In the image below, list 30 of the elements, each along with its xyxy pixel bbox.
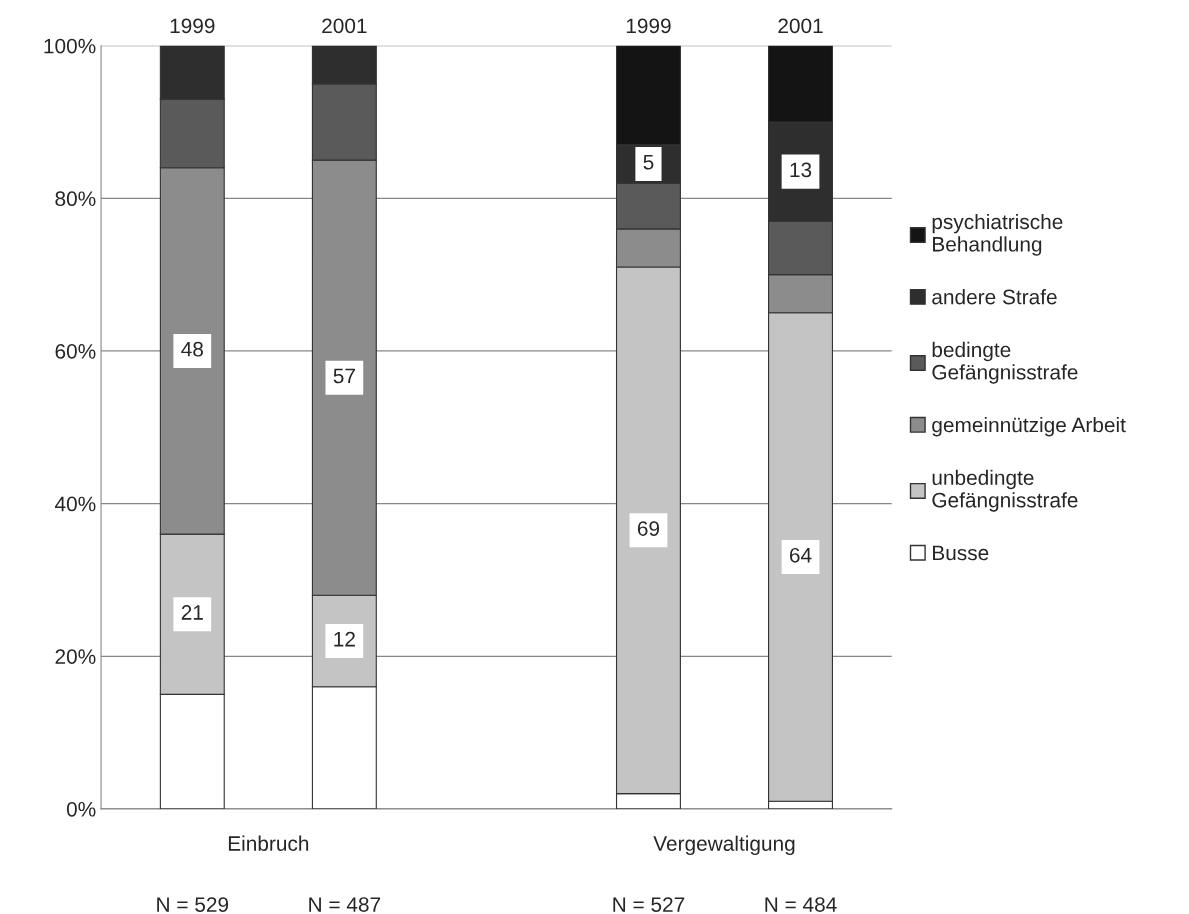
y-tick-label: 20% xyxy=(55,649,96,665)
legend-label: bedingte Gefängnisstrafe xyxy=(932,341,1078,384)
data-label: 21 xyxy=(181,605,203,620)
data-label: 48 xyxy=(181,341,203,357)
text: Einbruch xyxy=(228,835,309,851)
text: N = 529 xyxy=(157,897,229,912)
y-tick-label: 80% xyxy=(55,191,96,207)
legend-label: unbedingte Gefängnisstrafe xyxy=(932,469,1078,512)
x-tick-label: 2001 xyxy=(322,18,367,34)
text: Vergewaltigung xyxy=(653,835,795,856)
data-label: 64 xyxy=(789,547,812,563)
x-tick-label: 2001 xyxy=(778,18,823,34)
legend-label: psychiatrische Behandlung xyxy=(932,213,1063,256)
legend-label: gemeinnützige Arbeit xyxy=(932,417,1126,437)
data-label: 57 xyxy=(333,368,355,384)
text: N = 484 xyxy=(765,897,837,912)
data-label: 13 xyxy=(790,162,812,178)
x-tick-label: 1999 xyxy=(626,18,671,34)
y-tick-label: 40% xyxy=(54,496,96,512)
y-tick-label: 60% xyxy=(55,343,96,359)
y-tick-label: 0% xyxy=(66,801,96,817)
legend-label: andere Strafe xyxy=(932,289,1057,305)
legend-label: Busse xyxy=(933,545,989,561)
x-tick-label: 1999 xyxy=(170,18,215,34)
text: N = 527 xyxy=(613,897,685,912)
data-label: 5 xyxy=(643,155,654,170)
data-label: 12 xyxy=(334,631,355,647)
text: N = 487 xyxy=(309,897,381,912)
data-label: 69 xyxy=(637,521,660,536)
y-tick-label: 100% xyxy=(44,38,96,54)
